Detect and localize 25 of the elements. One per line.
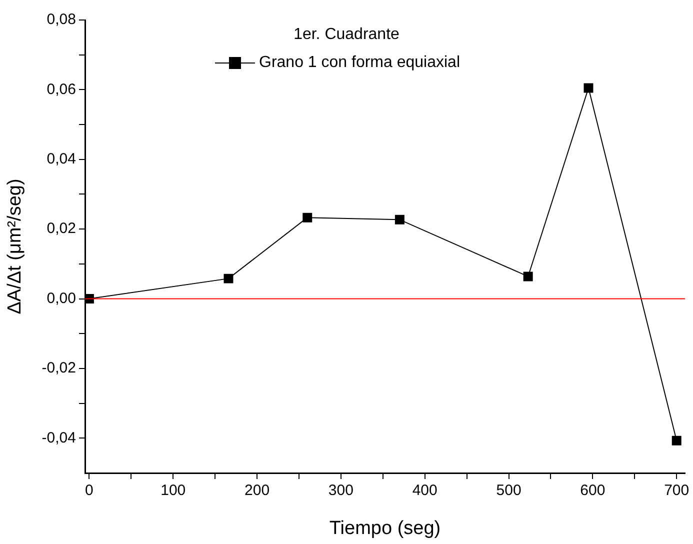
point <box>394 214 404 224</box>
x-tick-label: 300 <box>328 482 354 500</box>
x-tick-label: 100 <box>160 482 186 500</box>
legend-label: Grano 1 con forma equiaxial <box>259 54 460 72</box>
y-tick-label: 0,04 <box>46 150 76 168</box>
x-tick-label: 0 <box>85 482 94 500</box>
point <box>672 436 682 446</box>
legend-title: 1er. Cuadrante <box>292 26 400 44</box>
x-tick-label: 600 <box>580 482 606 500</box>
point <box>523 272 533 282</box>
x-tick-label: 700 <box>664 482 690 500</box>
y-tick-label: 0,06 <box>46 80 76 98</box>
x-tick-label: 200 <box>244 482 270 500</box>
y-tick-label: 0,08 <box>46 11 76 28</box>
y-tick-label: -0,02 <box>42 360 76 377</box>
point <box>302 212 312 222</box>
x-axis-title: Tiempo (seg) <box>329 518 441 539</box>
point <box>584 83 594 93</box>
point <box>224 274 234 284</box>
y-tick-label: -0,04 <box>42 429 76 446</box>
x-tick-label: 500 <box>496 482 522 500</box>
y-axis-title: ΔA/Δt (μm²/seg) <box>4 178 26 314</box>
x-tick-label: 400 <box>412 482 438 500</box>
y-tick-label: 0,00 <box>46 290 76 307</box>
y-tick-label: 0,02 <box>46 220 76 238</box>
